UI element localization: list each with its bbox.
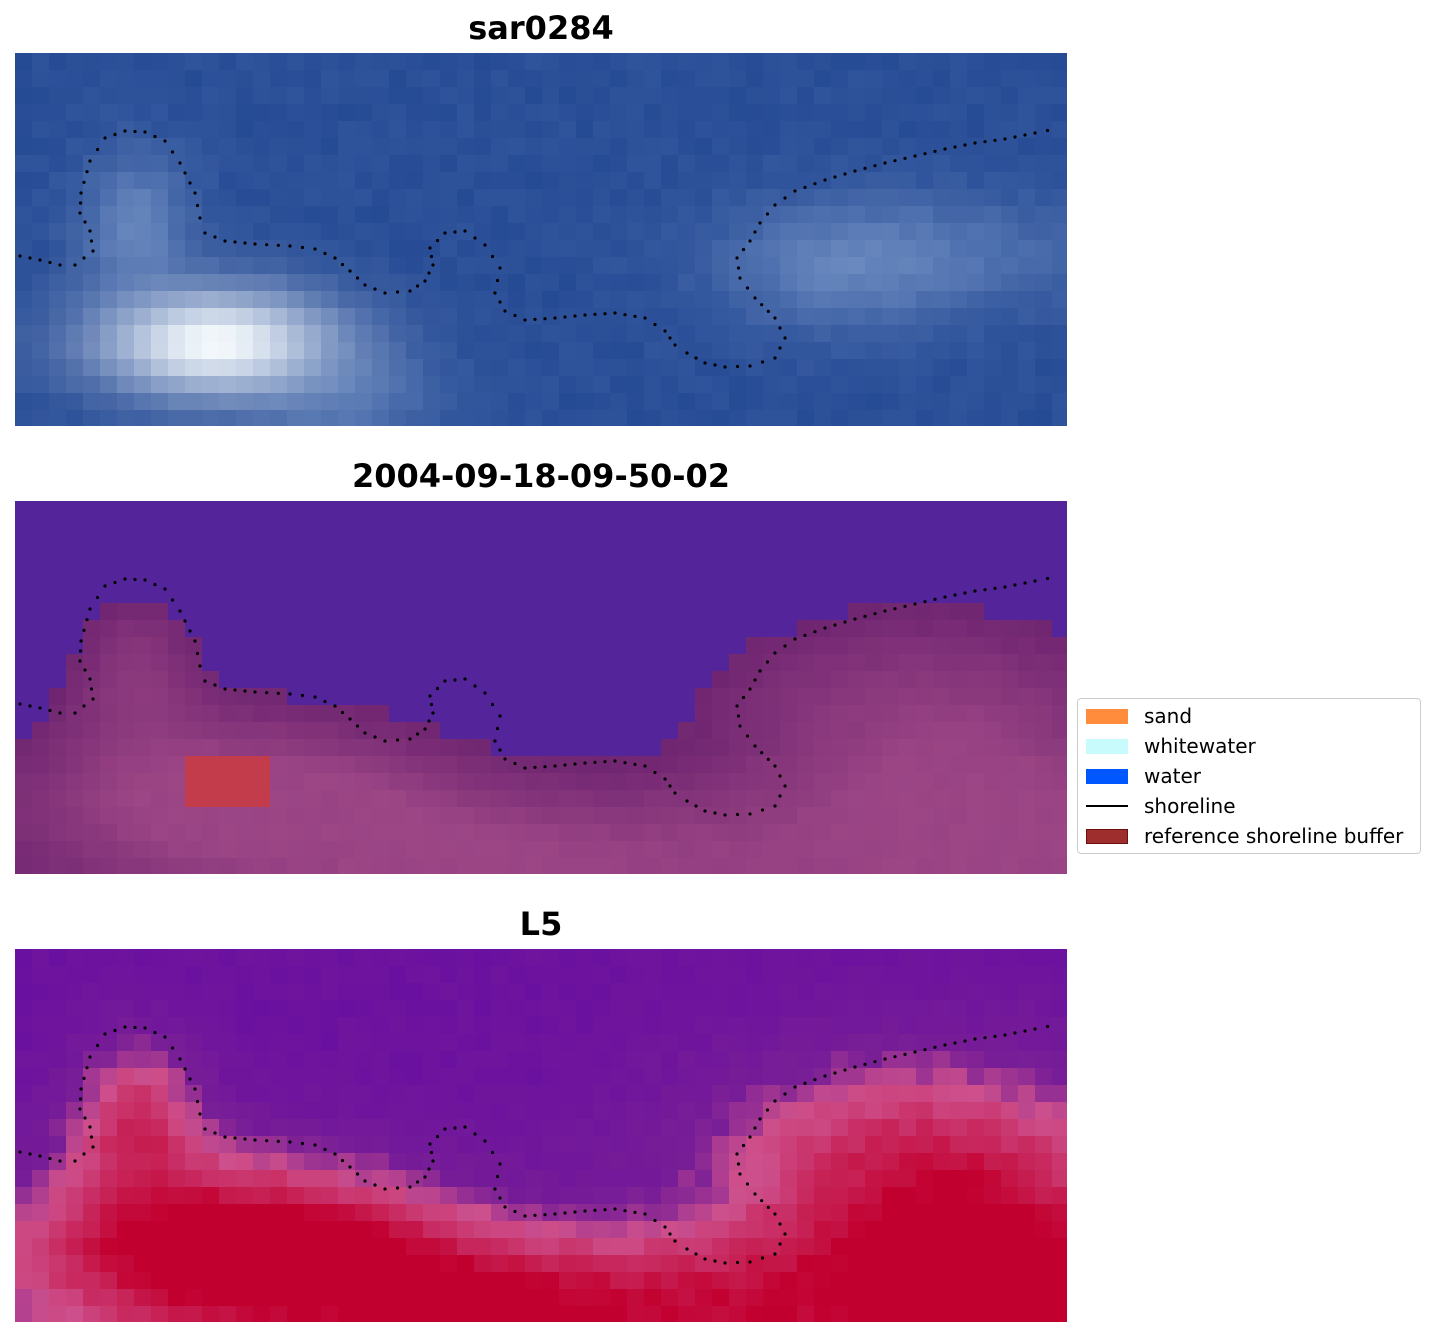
panel-title-2: 2004-09-18-09-50-02 bbox=[351, 457, 731, 495]
legend-label: whitewater bbox=[1144, 734, 1256, 758]
legend-label: reference shoreline buffer bbox=[1144, 824, 1404, 848]
shoreline-dots bbox=[18, 576, 1050, 817]
water-swatch bbox=[1086, 768, 1128, 784]
panel-title-1: sar0284 bbox=[468, 9, 614, 47]
rgb-image bbox=[15, 53, 1067, 426]
sand-swatch bbox=[1086, 708, 1128, 724]
legend-item-buffer: reference shoreline buffer bbox=[1086, 823, 1403, 849]
whitewater-swatch bbox=[1086, 738, 1128, 754]
legend-label: sand bbox=[1144, 704, 1193, 728]
legend-label: water bbox=[1144, 764, 1201, 788]
probability-image-panel bbox=[15, 949, 1067, 1322]
legend-item-shoreline: shoreline bbox=[1086, 793, 1236, 819]
shoreline-dots bbox=[18, 1024, 1050, 1265]
rgb-image-panel bbox=[15, 53, 1067, 426]
buffer-swatch bbox=[1086, 828, 1128, 844]
legend-label: shoreline bbox=[1144, 794, 1236, 818]
legend-item-water: water bbox=[1086, 763, 1201, 789]
shoreline-dots bbox=[18, 128, 1050, 369]
legend-item-whitewater: whitewater bbox=[1086, 733, 1256, 759]
probability-image bbox=[15, 949, 1067, 1322]
classified-image-panel bbox=[15, 501, 1067, 874]
legend-item-sand: sand bbox=[1086, 703, 1192, 729]
legend: sand whitewater water shoreline referenc… bbox=[1077, 698, 1421, 854]
panel-title-3: L5 bbox=[519, 905, 563, 943]
shoreline-line-swatch bbox=[1086, 805, 1128, 807]
classified-image bbox=[15, 501, 1067, 874]
